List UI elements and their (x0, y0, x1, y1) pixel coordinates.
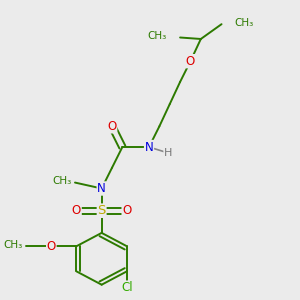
Text: CH₃: CH₃ (53, 176, 72, 186)
Text: O: O (186, 55, 195, 68)
Text: CH₃: CH₃ (235, 18, 254, 28)
Text: S: S (98, 204, 106, 217)
Text: N: N (97, 182, 106, 195)
Text: O: O (72, 204, 81, 217)
Text: CH₃: CH₃ (148, 31, 167, 41)
Text: CH₃: CH₃ (3, 240, 22, 250)
Text: H: H (164, 148, 172, 158)
Text: O: O (107, 120, 117, 133)
Text: O: O (122, 204, 131, 217)
Text: Cl: Cl (121, 281, 133, 294)
Text: N: N (145, 140, 153, 154)
Text: O: O (47, 240, 56, 253)
